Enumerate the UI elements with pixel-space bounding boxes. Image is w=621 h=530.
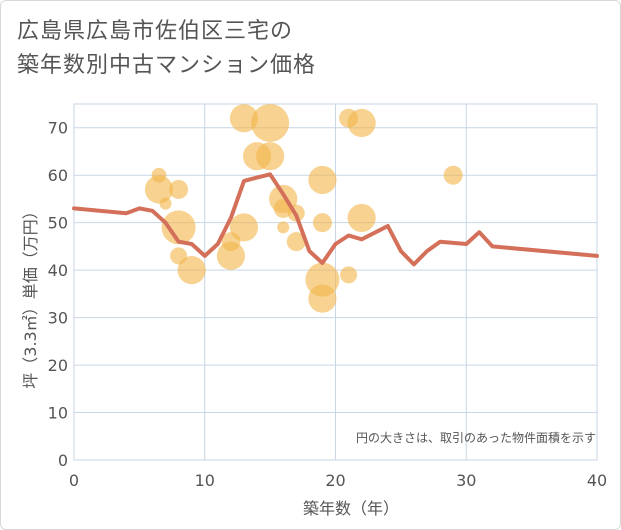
bubble-point: [347, 108, 376, 138]
y-tick-label: 50: [48, 214, 68, 233]
chart-title-line-1: 広島県広島市佐伯区三宅の: [17, 19, 294, 44]
bubble-point: [443, 165, 463, 185]
y-tick-label: 70: [48, 119, 68, 138]
bubble-point: [159, 197, 172, 210]
y-tick-label: 60: [48, 166, 68, 185]
bubble-point: [177, 256, 206, 285]
bubble-size-note: 円の大きさは、取引のあった物件面積を示す: [356, 430, 596, 445]
bubble-point: [216, 241, 245, 270]
x-tick-label: 10: [195, 471, 215, 490]
bubble-point: [256, 142, 285, 171]
bubble-point: [251, 103, 290, 142]
bubble-point: [229, 104, 259, 133]
average-price-line-group: [72, 172, 599, 267]
x-axis-label: 築年数（年）: [303, 499, 399, 518]
bubble-point: [347, 203, 376, 233]
bubble-series: [144, 103, 463, 313]
average-price-line: [72, 172, 599, 267]
bubble-point: [308, 284, 337, 313]
y-tick-label: 0: [58, 451, 68, 470]
bubble-point: [312, 213, 332, 233]
bubble-point: [161, 210, 196, 245]
bubble-point: [308, 165, 337, 195]
y-tick-label: 10: [48, 404, 68, 423]
bubble-point: [277, 221, 290, 234]
y-tick-label: 20: [48, 356, 68, 375]
chart-title: 広島県広島市佐伯区三宅の 築年数別中古マンション価格: [17, 15, 316, 83]
x-tick-label: 0: [69, 471, 79, 490]
chart-title-line-2: 築年数別中古マンション価格: [17, 53, 317, 78]
x-tick-label: 30: [456, 471, 476, 490]
axis-tick-labels: 0 10 20 30 40 0 10 20 30 40 50 60 70: [48, 119, 608, 490]
bubble-point: [229, 213, 259, 242]
x-tick-label: 40: [587, 471, 607, 490]
y-axis-label: 坪（3.3㎡）単価（万円）: [21, 203, 40, 388]
y-tick-label: 40: [48, 261, 68, 280]
bubble-point: [340, 266, 358, 284]
y-tick-label: 30: [48, 309, 68, 328]
bubble-point: [144, 175, 174, 204]
x-tick-label: 20: [325, 471, 345, 490]
bubble-point: [286, 232, 306, 252]
bubble-point: [169, 179, 189, 199]
